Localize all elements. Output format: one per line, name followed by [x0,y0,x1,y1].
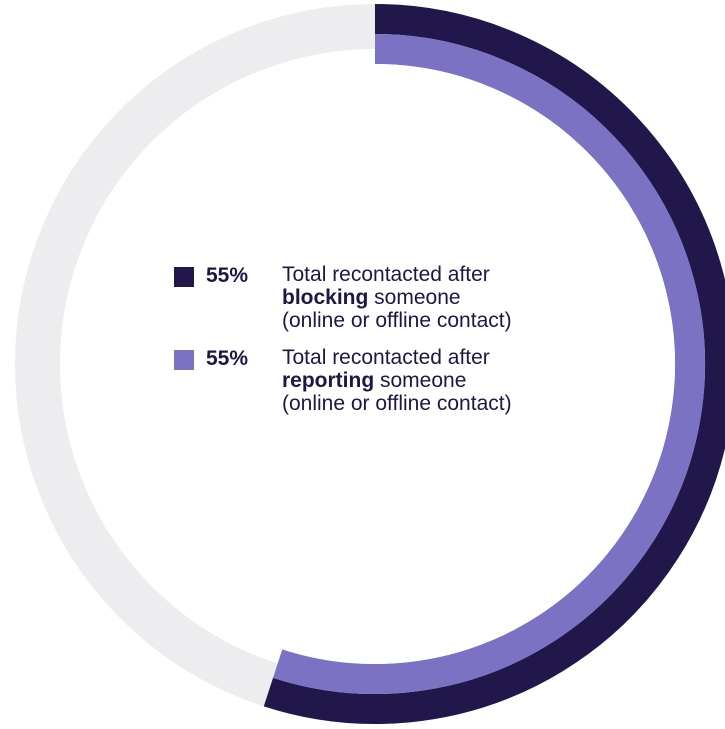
arc-blocking [263,4,725,724]
legend-swatch-reporting [174,350,194,370]
legend-label-line: Total recontacted after [282,263,490,286]
legend-swatch-blocking [174,267,194,287]
legend-value-reporting: 55% [206,347,249,370]
legend: 55% Total recontacted after blocking som… [174,263,604,429]
legend-label-bold: reporting [282,369,375,392]
legend-label-rest: someone [368,286,461,309]
legend-label-line: (online or offline contact) [282,392,512,415]
legend-label-bold: blocking [282,286,369,309]
legend-value-blocking: 55% [206,264,249,287]
arc-reporting [273,34,705,694]
donut-hole [75,64,675,664]
legend-label-line: (online or offline contact) [282,309,512,332]
legend-label-blocking: Total recontacted after blocking someone… [282,263,512,332]
legend-item-reporting: 55% Total recontacted after reporting so… [174,346,604,415]
legend-label-line: Total recontacted after [282,346,490,369]
legend-label-reporting: Total recontacted after reporting someon… [282,346,512,415]
legend-item-blocking: 55% Total recontacted after blocking som… [174,263,604,332]
legend-label-rest: someone [374,369,467,392]
